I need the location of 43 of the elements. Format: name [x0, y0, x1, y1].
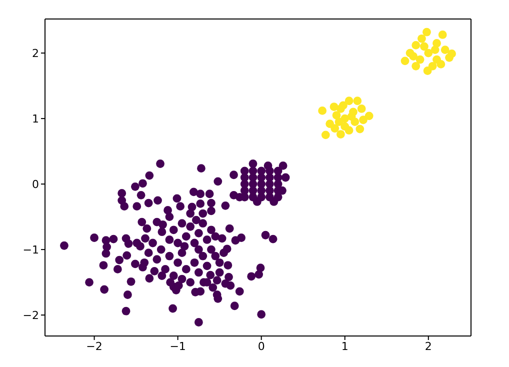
point [400, 56, 410, 66]
point [412, 41, 420, 50]
x-tick-label: 2 [424, 340, 432, 353]
point [339, 101, 348, 110]
point [445, 53, 454, 62]
y-tick-label: −2 [22, 308, 39, 322]
point [412, 62, 420, 70]
point [364, 112, 374, 120]
point [409, 52, 418, 61]
point [334, 118, 344, 126]
point [330, 102, 338, 111]
point [436, 60, 446, 68]
point [336, 130, 345, 138]
y-tick-label: 1 [32, 112, 39, 126]
point [422, 28, 431, 36]
point [430, 46, 440, 54]
point [440, 46, 450, 54]
point [357, 104, 366, 113]
point [432, 39, 441, 48]
point [356, 124, 364, 134]
y-tick-label: 2 [32, 46, 39, 60]
point [424, 48, 433, 58]
point [420, 42, 428, 51]
point [321, 130, 330, 140]
x-tick-label: 0 [258, 340, 265, 353]
x-tick-label: −1 [170, 340, 186, 353]
point [418, 34, 426, 43]
y-tick-label: 0 [32, 178, 39, 191]
point [359, 116, 368, 124]
point [438, 30, 447, 39]
point [344, 126, 354, 135]
point [332, 111, 341, 120]
x-tick-label: −2 [86, 340, 102, 353]
point [353, 96, 362, 106]
point [428, 62, 437, 70]
point [416, 55, 424, 64]
point [326, 120, 334, 128]
x-tick-label: 1 [341, 340, 348, 353]
point [347, 112, 356, 121]
point [344, 96, 354, 106]
y-tick-label: −1 [22, 243, 39, 256]
point [330, 124, 340, 133]
point [318, 106, 327, 115]
